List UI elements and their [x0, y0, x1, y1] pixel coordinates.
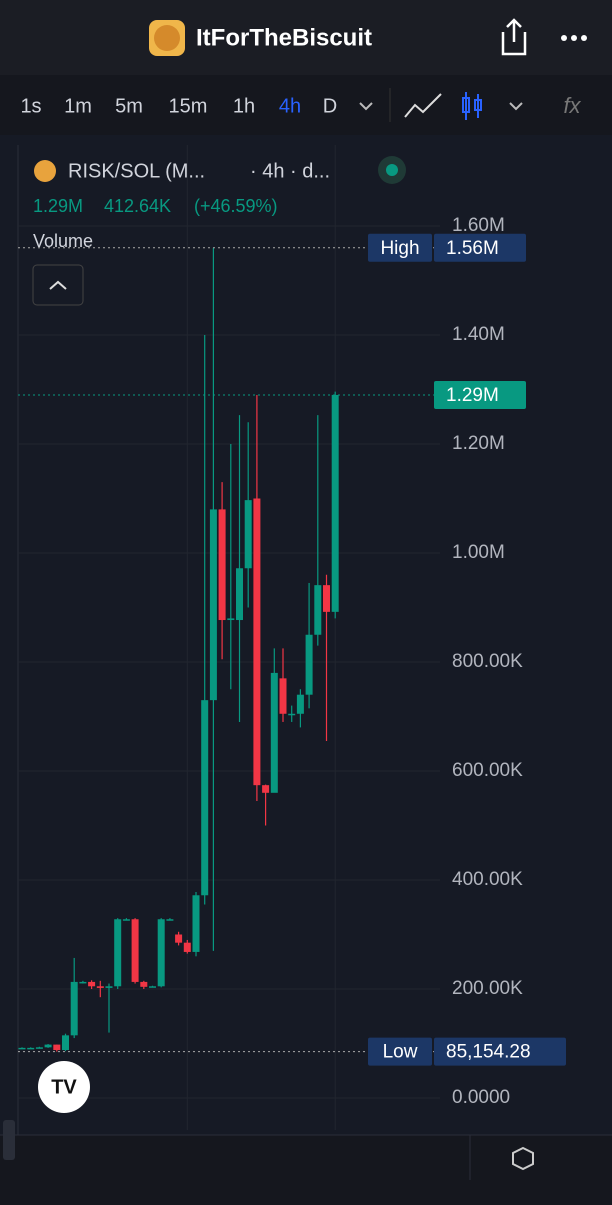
candle-body — [122, 919, 130, 921]
status-dot — [386, 164, 398, 176]
indicators-button[interactable]: fx — [563, 93, 581, 118]
interval-button[interactable]: 1h — [233, 95, 255, 117]
marker-value: 1.56M — [446, 238, 499, 259]
candle-body — [88, 981, 96, 987]
settings-button[interactable] — [512, 1146, 534, 1171]
y-tick-label: 1.60M — [452, 215, 505, 236]
legend-last: 1.29M — [33, 196, 83, 216]
candle-body — [227, 618, 235, 621]
dropdown[interactable] — [359, 102, 373, 111]
cookie-icon — [154, 25, 180, 51]
legend-change: 412.64K — [104, 196, 171, 216]
y-tick-label: 600.00K — [452, 760, 523, 781]
legend-meta: · 4h · d... — [250, 160, 330, 182]
line-style-button[interactable] — [404, 93, 442, 118]
candle-body — [114, 919, 122, 987]
legend-change-pct: (+46.59%) — [194, 196, 278, 216]
candle-body — [279, 678, 287, 714]
interval-button[interactable]: 15m — [169, 95, 208, 117]
share-button[interactable] — [501, 18, 527, 56]
candle-body — [314, 585, 322, 635]
candle-body — [149, 986, 156, 988]
candle-body — [218, 509, 226, 621]
candle-body — [62, 1035, 69, 1051]
marker-label-box — [368, 233, 432, 262]
candle-body — [131, 919, 139, 982]
toolbar — [0, 75, 612, 135]
candle-body — [331, 394, 339, 612]
marker-value: 85,154.28 — [446, 1042, 531, 1063]
candle-body — [244, 500, 252, 569]
side-handle[interactable] — [3, 1120, 15, 1160]
y-tick-label: 1.00M — [452, 542, 505, 563]
tv-logo[interactable] — [38, 1061, 90, 1113]
candle-body — [53, 1044, 61, 1051]
marker-value: 1.29M — [446, 385, 499, 406]
header-title: ItForTheBiscuit — [196, 24, 372, 51]
collapse-icon — [49, 280, 67, 290]
candle-body — [27, 1047, 35, 1050]
y-tick-label: 1.40M — [452, 324, 505, 345]
marker-label: High — [380, 238, 419, 259]
dropdown[interactable] — [509, 102, 523, 111]
y-tick-label: 400.00K — [452, 869, 523, 890]
more-button[interactable] — [561, 35, 587, 41]
tv-logo-text: TV — [51, 1076, 77, 1098]
candle-body — [35, 1047, 43, 1049]
interval-button[interactable]: 4h — [279, 95, 301, 117]
candle-body — [288, 713, 296, 716]
candle-body — [157, 919, 165, 987]
candle-body — [323, 585, 330, 612]
candle-body — [236, 568, 243, 621]
candle-body — [305, 634, 313, 695]
candle-body — [253, 498, 261, 786]
interval-button[interactable]: 1s — [20, 95, 41, 117]
candle-body — [79, 981, 87, 984]
header-bar — [0, 0, 612, 75]
marker-label: Low — [383, 1042, 418, 1063]
interval-button[interactable]: 5m — [115, 95, 143, 117]
candle-body — [70, 981, 78, 1036]
collapse-button[interactable] — [32, 264, 84, 306]
candle-body — [140, 981, 148, 987]
study-label: Volume — [33, 231, 93, 251]
interval-button[interactable]: 1m — [64, 95, 92, 117]
candle-style-button[interactable] — [462, 92, 482, 120]
candle-body — [209, 509, 217, 701]
y-tick-label: 800.00K — [452, 651, 523, 672]
y-tick-label: 1.20M — [452, 433, 505, 454]
legend-symbol: RISK/SOL (M... — [68, 160, 205, 182]
candle-body — [201, 700, 209, 896]
y-tick-label: 200.00K — [452, 978, 523, 999]
candle-body — [166, 919, 174, 921]
candle-body — [96, 986, 104, 988]
symbol-icon — [34, 160, 56, 182]
candle-body — [44, 1044, 52, 1048]
candle-body — [183, 942, 191, 952]
marker-value-box — [434, 380, 526, 409]
candle-body — [192, 895, 200, 952]
time-axis — [0, 1135, 612, 1200]
marker-label-box — [368, 1037, 432, 1066]
candle-body — [175, 934, 183, 943]
marker-value-box — [434, 233, 526, 262]
candle-body — [270, 672, 278, 793]
candle-body — [18, 1047, 26, 1050]
candle-body — [105, 986, 113, 988]
marker-value-box — [434, 1037, 566, 1066]
candle-body — [296, 694, 304, 714]
interval-button[interactable]: D — [323, 95, 337, 117]
y-tick-label: 0.0000 — [452, 1087, 510, 1108]
candle-body — [262, 785, 270, 793]
